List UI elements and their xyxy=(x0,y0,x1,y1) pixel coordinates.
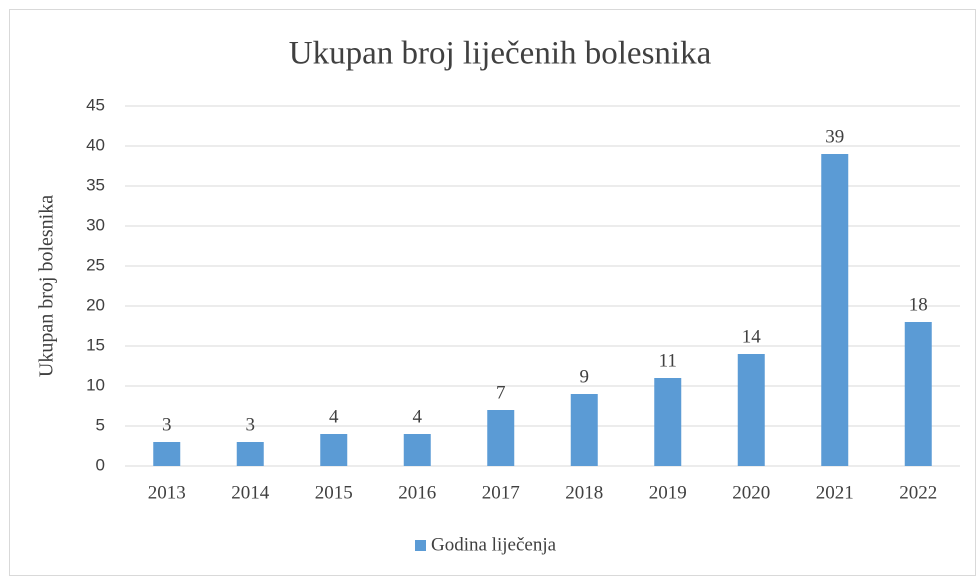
x-tick-label: 2018 xyxy=(565,482,603,503)
y-tick-label: 5 xyxy=(96,415,105,434)
y-tick-label: 40 xyxy=(86,135,105,154)
x-tick-label: 2022 xyxy=(899,482,937,503)
bar xyxy=(236,442,264,466)
bar xyxy=(487,410,515,466)
data-label: 4 xyxy=(329,406,339,427)
y-tick-label: 45 xyxy=(86,95,105,114)
bar xyxy=(821,154,849,466)
chart-title: Ukupan broj liječenih bolesnika xyxy=(289,36,712,72)
x-tick-label: 2019 xyxy=(649,482,687,503)
data-label: 39 xyxy=(825,126,844,147)
legend-label: Godina liječenja xyxy=(431,534,557,555)
x-tick-label: 2021 xyxy=(816,482,854,503)
data-label: 7 xyxy=(496,382,506,403)
legend-swatch xyxy=(415,540,426,551)
bar xyxy=(737,354,765,466)
y-tick-label: 10 xyxy=(86,375,105,394)
x-tick-label: 2013 xyxy=(148,482,186,503)
data-label: 11 xyxy=(659,350,677,371)
data-label: 9 xyxy=(580,366,590,387)
data-label: 3 xyxy=(246,414,256,435)
bar xyxy=(654,378,682,466)
chart-border xyxy=(9,9,976,576)
y-tick-label: 0 xyxy=(96,455,105,474)
bar xyxy=(403,434,431,466)
bar xyxy=(904,322,932,466)
bar xyxy=(320,434,348,466)
y-tick-label: 30 xyxy=(86,215,105,234)
y-axis-label: Ukupan broj bolesnika xyxy=(36,195,58,377)
data-label: 3 xyxy=(162,414,172,435)
data-label: 14 xyxy=(742,326,762,347)
bar xyxy=(570,394,598,466)
x-tick-label: 2017 xyxy=(482,482,520,503)
bar xyxy=(153,442,181,466)
x-tick-label: 2020 xyxy=(732,482,770,503)
x-tick-label: 2016 xyxy=(398,482,436,503)
y-tick-label: 35 xyxy=(86,175,105,194)
x-tick-label: 2015 xyxy=(315,482,353,503)
data-label: 18 xyxy=(909,294,928,315)
y-tick-label: 15 xyxy=(86,335,105,354)
data-label: 4 xyxy=(413,406,423,427)
x-tick-label: 2014 xyxy=(231,482,270,503)
y-tick-label: 20 xyxy=(86,295,105,314)
y-tick-label: 25 xyxy=(86,255,105,274)
